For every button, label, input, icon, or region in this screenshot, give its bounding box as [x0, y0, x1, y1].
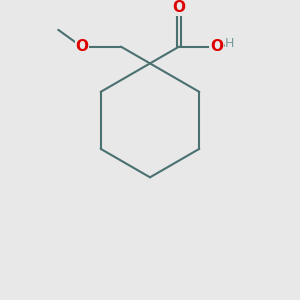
- Text: H: H: [224, 37, 234, 50]
- Text: O: O: [210, 39, 223, 54]
- Text: O: O: [172, 0, 186, 15]
- Text: O: O: [76, 39, 88, 54]
